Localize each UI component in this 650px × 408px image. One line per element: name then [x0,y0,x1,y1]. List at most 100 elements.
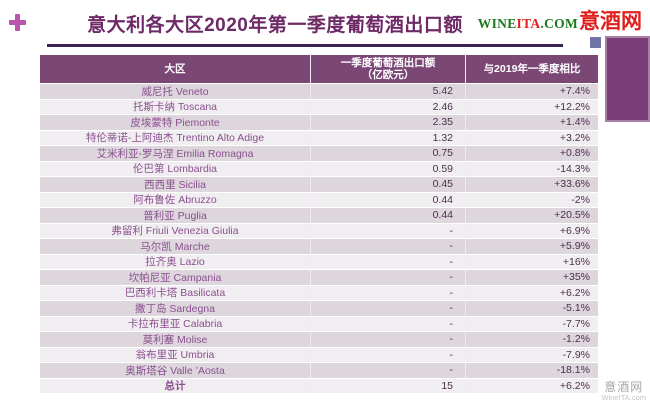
col-header-region: 大区 [40,55,310,83]
region-cell: 特伦蒂诺-上阿迪杰 Trentino Alto Adige [85,132,265,145]
region-cell: 巴西利卡塔 Basilicata [124,287,226,300]
region-cell: 马尔凯 Marche [140,240,210,253]
export-table: 大区 一季度葡萄酒出口额 （亿欧元） 与2019年一季度相比 威尼托 Venet… [40,55,598,393]
col-header-region-label: 大区 [164,63,186,75]
export-value-cell: - [310,301,465,316]
table-header-row: 大区 一季度葡萄酒出口额 （亿欧元） 与2019年一季度相比 [40,55,598,83]
region-cell: 总计 [164,380,186,393]
title-underline [47,44,563,47]
table-row: 撒丁岛 Sardegna - -5.1% [40,300,598,316]
table-row: 卡拉布里亚 Calabria - -7.7% [40,315,598,331]
table-row: 托斯卡纳 Toscana 2.46 +12.2% [40,98,598,114]
logo[interactable]: WINEITA.COM 意酒网 [478,11,642,32]
export-value-cell: - [310,347,465,362]
deco-rect [605,36,650,122]
export-value-cell: 0.59 [310,161,465,176]
yoy-change-cell: -1.2% [465,332,598,347]
export-value-cell: 1.32 [310,130,465,145]
region-cell: 威尼托 Veneto [141,85,209,98]
logo-wineita-text: WINEITA.COM [478,16,578,32]
yoy-change-cell: +5.9% [465,239,598,254]
export-value-cell: 2.35 [310,115,465,130]
yoy-change-cell: +20.5% [465,208,598,223]
yoy-change-cell: -7.9% [465,347,598,362]
yoy-change-cell: +3.2% [465,130,598,145]
export-value-cell: - [310,316,465,331]
region-cell: 皮埃蒙特 Piemonte [130,116,220,129]
export-value-cell: - [310,270,465,285]
export-value-cell: 0.45 [310,177,465,192]
yoy-change-cell: -2% [465,192,598,207]
table-row: 坎帕尼亚 Campania - +35% [40,269,598,285]
yoy-change-cell: +12.2% [465,99,598,114]
export-value-cell: 0.75 [310,146,465,161]
yoy-change-cell: +0.8% [465,146,598,161]
watermark-cn: 意酒网 [604,379,644,394]
export-value-cell: 0.44 [310,208,465,223]
col-header-export-line1: 一季度葡萄酒出口额 [340,57,436,69]
export-value-cell: - [310,285,465,300]
table-row: 弗留利 Friuli Venezia Giulia - +6.9% [40,222,598,238]
table-row: 总计 15 +6.2% [40,377,598,393]
region-cell: 翁布里亚 Umbria [135,349,215,362]
region-cell: 托斯卡纳 Toscana [132,101,218,114]
col-header-yoy: 与2019年一季度相比 [465,55,598,83]
yoy-change-cell: +7.4% [465,84,598,99]
export-value-cell: - [310,363,465,378]
logo-com: .COM [540,16,578,31]
region-cell: 伦巴第 Lombardia [132,163,218,176]
yoy-change-cell: +6.9% [465,223,598,238]
watermark-en: WineITA.com [601,392,646,402]
yoy-change-cell: +16% [465,254,598,269]
export-value-cell: - [310,332,465,347]
table-row: 威尼托 Veneto 5.42 +7.4% [40,83,598,99]
export-value-cell: - [310,223,465,238]
export-value-cell: - [310,254,465,269]
export-value-cell: 5.42 [310,84,465,99]
yoy-change-cell: -14.3% [465,161,598,176]
export-value-cell: 15 [310,378,465,393]
region-cell: 弗留利 Friuli Venezia Giulia [111,225,239,238]
region-cell: 艾米利亚-罗马涅 Emilia Romagna [96,147,254,160]
region-cell: 普利亚 Puglia [143,209,207,222]
yoy-change-cell: -5.1% [465,301,598,316]
page-title: 意大利各大区2020年第一季度葡萄酒出口额 [87,15,463,36]
col-header-yoy-label: 与2019年一季度相比 [483,63,581,75]
logo-cn-text: 意酒网 [579,10,642,33]
region-cell: 坎帕尼亚 Campania [128,271,222,284]
col-header-export: 一季度葡萄酒出口额 （亿欧元） [310,55,465,83]
yoy-change-cell: +6.2% [465,378,598,393]
table-body: 威尼托 Veneto 5.42 +7.4% 托斯卡纳 Toscana 2.46 +12.2… [40,83,598,393]
region-cell: 莫利塞 Molise [142,333,208,346]
yoy-change-cell: -7.7% [465,316,598,331]
plus-icon[interactable] [9,14,26,31]
deco-square [590,37,601,48]
region-cell: 阿布鲁佐 Abruzzo [133,194,217,207]
table-row: 莫利塞 Molise - -1.2% [40,331,598,347]
table-row: 巴西利卡塔 Basilicata - +6.2% [40,284,598,300]
table-row: 艾米利亚-罗马涅 Emilia Romagna 0.75 +0.8% [40,145,598,161]
col-header-export-line2: （亿欧元） [361,69,415,81]
table-row: 普利亚 Puglia 0.44 +20.5% [40,207,598,223]
yoy-change-cell: +6.2% [465,285,598,300]
yoy-change-cell: -18.1% [465,363,598,378]
export-value-cell: 0.44 [310,192,465,207]
table-row: 翁布里亚 Umbria - -7.9% [40,346,598,362]
yoy-change-cell: +33.6% [465,177,598,192]
table-row: 拉齐奥 Lazio - +16% [40,253,598,269]
logo-ita: ITA [516,16,541,31]
region-cell: 奥斯塔谷 Valle ’Aosta [125,364,225,377]
table-row: 特伦蒂诺-上阿迪杰 Trentino Alto Adige 1.32 +3.2% [40,129,598,145]
export-value-cell: 2.46 [310,99,465,114]
region-cell: 卡拉布里亚 Calabria [127,318,223,331]
table-row: 伦巴第 Lombardia 0.59 -14.3% [40,160,598,176]
table-row: 阿布鲁佐 Abruzzo 0.44 -2% [40,191,598,207]
watermark: 意酒网 WineITA.com [601,379,646,402]
region-cell: 拉齐奥 Lazio [145,256,205,269]
yoy-change-cell: +1.4% [465,115,598,130]
yoy-change-cell: +35% [465,270,598,285]
table-row: 奥斯塔谷 Valle ’Aosta - -18.1% [40,362,598,378]
region-cell: 西西里 Sicilia [144,178,206,191]
region-cell: 撒丁岛 Sardegna [135,302,215,315]
